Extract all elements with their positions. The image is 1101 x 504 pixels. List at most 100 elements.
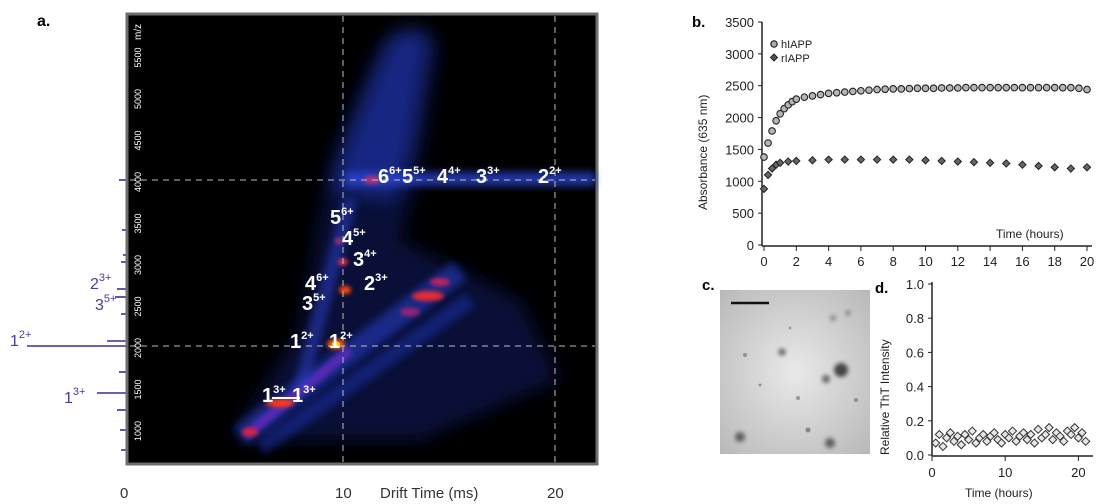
spectrum-peak-label-1: 12+ [10, 329, 31, 350]
mz-tick-label: 2000 [133, 338, 143, 358]
point-rIAPP [872, 155, 882, 164]
point-rIAPP [921, 155, 930, 165]
point-rIAPP [969, 157, 979, 167]
point-hIAPP [865, 86, 873, 95]
hotspot-right-2 [430, 278, 450, 286]
point-tht [1040, 429, 1051, 440]
spectrum-peak-label-3: 35+ [95, 293, 116, 314]
panel-b-y-tick-label: 2500 [725, 79, 754, 94]
point-hIAPP [816, 90, 825, 99]
mz-tick-label: 4500 [133, 130, 143, 150]
point-hIAPP [768, 127, 776, 135]
panel-b-y-tick-label: 1500 [725, 142, 754, 157]
point-rIAPP [1034, 161, 1043, 171]
panel-d-points [930, 422, 1091, 452]
point-hIAPP [1026, 83, 1035, 92]
point-rIAPP [937, 156, 946, 166]
panel-d-x-tick-label: 20 [1071, 465, 1085, 480]
oligomer-label: 34+ [353, 248, 377, 271]
oligomer-label: 13+ [292, 384, 316, 407]
heatmap-column [293, 198, 357, 392]
point-hIAPP [824, 89, 833, 98]
point-hIAPP [848, 87, 857, 96]
oligomer-labels: 66+ 55+ 44+ 33+ 22+56+45+34+46+ 23+35+12+ 12+1… [262, 165, 562, 407]
oligomer-label: 46+ [305, 272, 329, 295]
point-hIAPP [808, 92, 817, 100]
mz-tick-label: 2500 [133, 296, 143, 316]
oligomer-label: 33+ [476, 165, 500, 188]
point-hIAPP [832, 88, 841, 97]
panel-d-y-tick-label: 1.0 [906, 277, 924, 292]
point-tht [1059, 436, 1069, 447]
legend-marker-riapp [769, 53, 779, 62]
point-tht [971, 438, 981, 448]
panel-d-label: d. [875, 280, 888, 297]
point-rIAPP [763, 170, 773, 180]
heatmap-band-4000 [345, 172, 595, 186]
panel-b-legend: hIAPP rIAPP [769, 39, 812, 65]
panel-b-x-tick-label: 4 [825, 254, 832, 269]
panel-b-y-tick-label: 3000 [725, 47, 754, 62]
panel-b-x-tick-label: 10 [918, 254, 932, 269]
point-hIAPP [881, 85, 889, 94]
panel-b-y-ticks: 0 500 1000 1500 2000 2500 3000 3500 [725, 15, 762, 253]
point-tht [963, 434, 974, 445]
point-tht [989, 428, 999, 438]
panel-b-x-tick-label: 0 [760, 254, 767, 269]
panel-b-y-label: Absorbance (635 nm) [696, 95, 710, 210]
heatmap-band-upper [330, 30, 430, 200]
panel-b-y-tick-label: 0 [747, 238, 754, 253]
panel-b-y-tick-label: 500 [732, 206, 754, 221]
point-tht [967, 426, 977, 436]
point-rIAPP [1050, 162, 1060, 172]
point-hIAPP [970, 83, 978, 92]
point-tht [941, 433, 952, 443]
oligomer-label: 22+ [538, 165, 562, 188]
heatmap-diagonal-core [241, 346, 354, 440]
panel-b-x-label: Time (hours) [996, 227, 1064, 241]
panel-d-y-tick-label: 0.4 [906, 380, 924, 395]
mz-axis-label: m/z [133, 24, 144, 40]
panel-b-y-tick-label: 3500 [725, 15, 754, 30]
hotspot-1-2plus-core [332, 341, 340, 347]
legend-label-hiapp: hIAPP [781, 39, 812, 51]
panel-b-label: b. [692, 14, 705, 31]
point-hIAPP [962, 83, 970, 92]
panel-b-x-tick-label: 16 [1015, 254, 1029, 269]
panel-d-y-ticks: 0.0 0.2 0.4 0.6 0.8 1.0 [906, 277, 932, 463]
point-rIAPP [1082, 162, 1092, 172]
panel-d-x-tick-label: 10 [998, 465, 1012, 480]
micrograph-particles [735, 310, 858, 448]
mz-tick-label: 1500 [133, 379, 143, 399]
spectrum-peak-label-4: 13+ [64, 386, 85, 407]
point-hIAPP [1002, 83, 1011, 92]
point-hIAPP [1075, 84, 1083, 93]
point-tht [1044, 422, 1054, 433]
point-tht [1033, 424, 1043, 435]
point-hIAPP [760, 153, 768, 161]
panel-b-x-tick-label: 14 [983, 254, 997, 269]
panel-b-x-tick-label: 12 [951, 254, 965, 269]
point-rIAPP [759, 184, 769, 194]
panel-b-x-tick-label: 8 [890, 254, 897, 269]
point-tht [1069, 422, 1080, 433]
point-tht [1077, 428, 1087, 438]
panel-b-x-tick-label: 18 [1047, 254, 1061, 269]
mz-tick-label: 4000 [133, 172, 143, 192]
panel-b-x-tick-label: 6 [857, 254, 864, 269]
panel-b-x-tick-label: 2 [793, 254, 800, 269]
point-rIAPP [856, 155, 866, 164]
panel-b-y-tick-label: 2000 [725, 111, 754, 126]
oligomer-label: 12+ [290, 330, 314, 353]
point-tht [1048, 434, 1058, 445]
oligomer-label: 23+ [364, 272, 388, 295]
panel-b-points [759, 83, 1092, 194]
panel-b-y-tick-label: 1000 [725, 174, 754, 189]
panel-b-x-tick-label: 20 [1080, 254, 1094, 269]
point-hIAPP [772, 116, 780, 125]
oligomer-label: 44+ [437, 165, 461, 188]
panel-b-x-ticks: 0 2 4 6 8 10 12 14 16 18 20 [760, 246, 1094, 269]
point-rIAPP [1018, 160, 1027, 170]
point-tht [956, 440, 966, 450]
panel-d-x-ticks: 0 10 20 [928, 456, 1086, 480]
